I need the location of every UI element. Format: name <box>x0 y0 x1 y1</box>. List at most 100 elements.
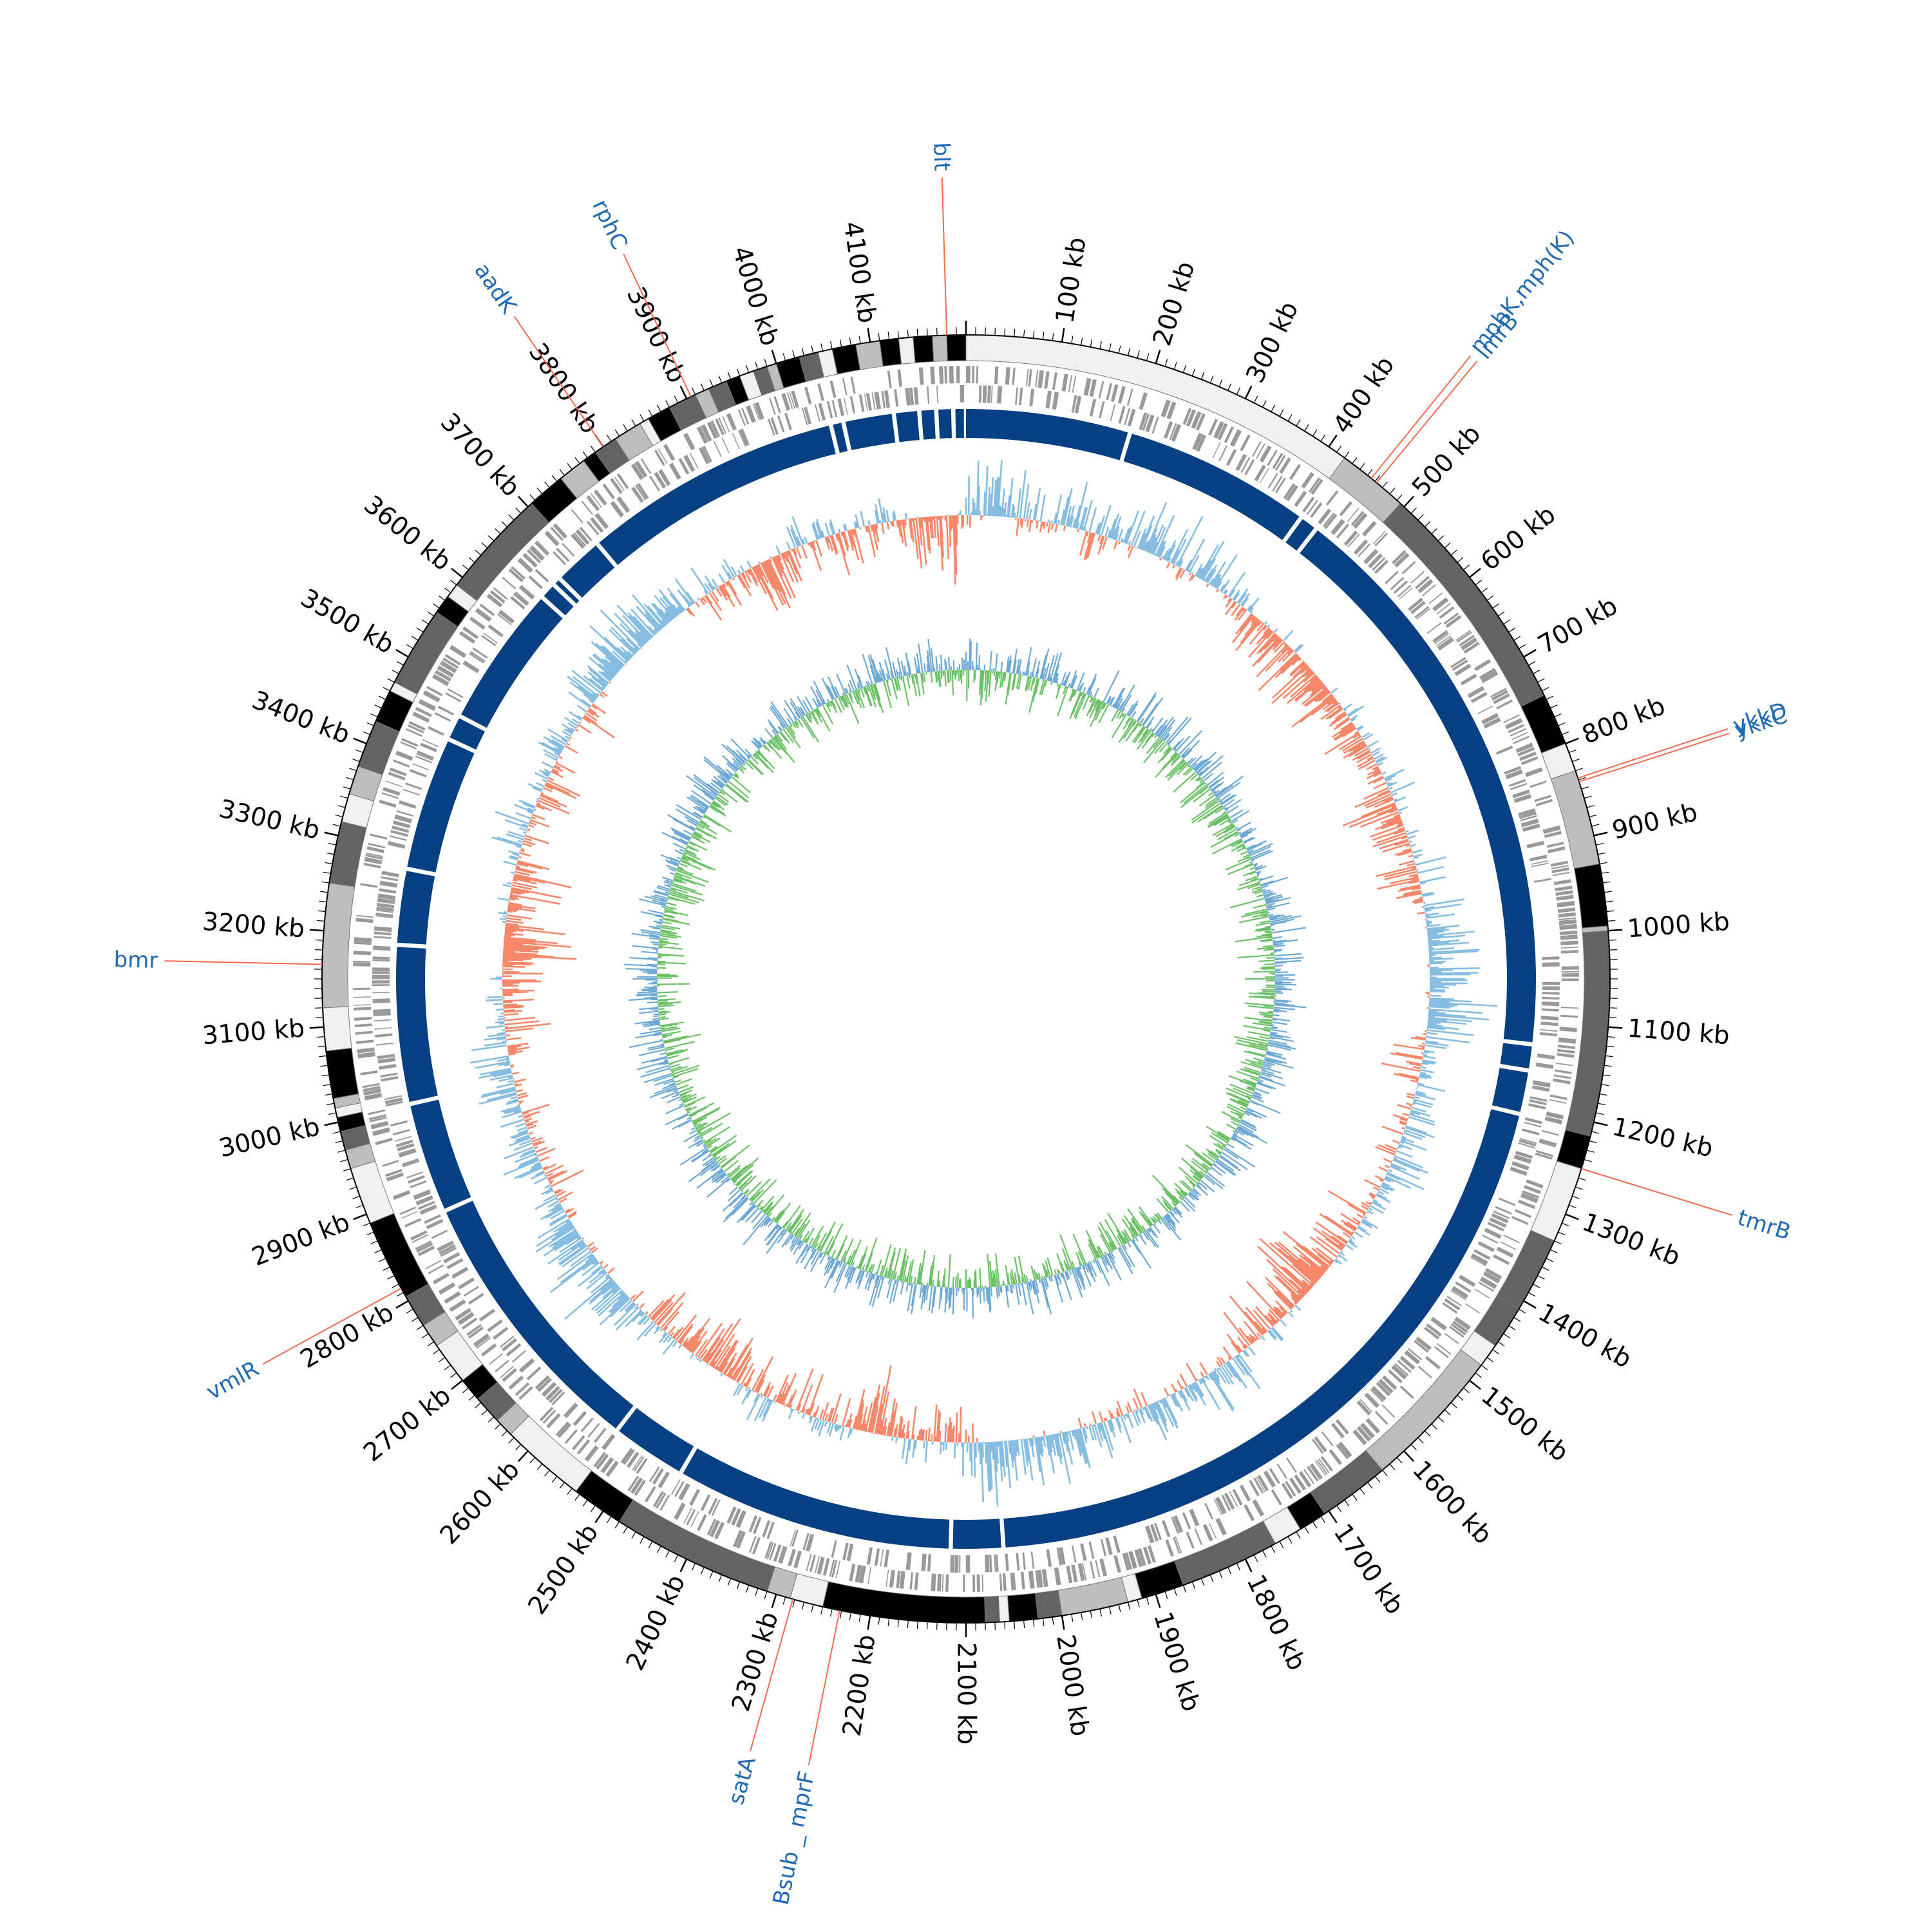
gene-feature <box>1099 1558 1108 1577</box>
gene-feature <box>994 1554 997 1572</box>
minor-tick <box>1146 1596 1150 1605</box>
minor-tick <box>343 786 351 790</box>
minor-tick <box>411 1317 419 1322</box>
minor-tick <box>1396 494 1403 501</box>
gene-feature <box>424 1214 441 1224</box>
minor-tick <box>332 824 341 827</box>
major-tick <box>679 1558 688 1573</box>
resistance-gene-label: aadK <box>469 258 522 319</box>
gene-feature <box>605 1461 619 1477</box>
gene-feature <box>1455 1281 1472 1293</box>
gene-feature <box>438 1282 456 1295</box>
gene-feature <box>1482 1235 1499 1244</box>
tick-label: 900 kb <box>1609 798 1700 846</box>
gene-feature <box>632 486 644 503</box>
gene-feature <box>698 447 710 464</box>
minor-tick <box>1352 457 1358 464</box>
gene-feature <box>557 1423 572 1438</box>
gene-feature <box>1522 1190 1539 1199</box>
gene-feature <box>1016 1553 1020 1571</box>
gene-feature <box>1321 1431 1334 1446</box>
gene-feature <box>1306 500 1318 515</box>
gene-feature <box>392 826 410 833</box>
segment-block <box>1550 770 1600 869</box>
minor-tick <box>1607 920 1615 922</box>
gene-feature <box>842 1542 849 1560</box>
minor-tick <box>1287 414 1293 422</box>
gene-feature <box>1059 1547 1066 1565</box>
gene-feature <box>1454 1316 1472 1331</box>
gene-feature <box>493 587 508 600</box>
minor-tick <box>1503 1333 1510 1339</box>
gene-feature <box>437 1240 454 1251</box>
gene-feature <box>550 526 564 542</box>
resistance-gene-label: bmr <box>113 947 158 974</box>
gene-feature <box>1124 408 1131 425</box>
minor-tick <box>1336 446 1342 453</box>
gene-feature <box>949 366 954 384</box>
gene-feature <box>1482 1271 1501 1283</box>
minor-tick <box>1589 1141 1597 1144</box>
gene-feature <box>636 1458 648 1474</box>
gene-feature <box>804 386 812 404</box>
gene-feature <box>766 1542 774 1560</box>
gene-feature <box>880 1549 884 1567</box>
major-tick <box>867 1615 871 1630</box>
gc-skew-track <box>623 638 1307 1318</box>
minor-tick <box>606 435 612 442</box>
minor-tick <box>1475 580 1482 585</box>
gene-feature <box>555 1421 569 1436</box>
gene-feature <box>1530 855 1548 862</box>
contig-block <box>555 580 580 604</box>
gene-feature-track <box>353 365 1579 1592</box>
gene-feature <box>373 945 391 951</box>
gene-feature <box>451 1266 469 1279</box>
gene-feature <box>1392 550 1406 565</box>
gene-feature <box>591 493 602 508</box>
minor-tick <box>1546 1258 1554 1262</box>
gene-feature <box>1558 1037 1577 1044</box>
minor-tick <box>839 1611 842 1619</box>
tick-label: 800 kb <box>1578 692 1669 750</box>
gene-feature <box>511 566 526 580</box>
gene-feature <box>831 1560 837 1578</box>
gene-feature <box>383 787 401 796</box>
minor-tick <box>438 1357 446 1363</box>
minor-tick <box>1486 1357 1494 1363</box>
gene-feature <box>392 759 410 768</box>
gene-feature <box>1542 956 1560 960</box>
gene-feature <box>627 1475 639 1492</box>
gene-feature <box>376 903 395 909</box>
gene-feature <box>593 1428 606 1443</box>
minor-tick <box>1279 1541 1284 1549</box>
gene-feature <box>1477 1241 1495 1253</box>
gene-feature <box>1208 419 1218 436</box>
gene-feature <box>658 469 671 486</box>
gene-feature <box>1324 513 1338 529</box>
minor-tick <box>994 327 996 336</box>
gene-feature <box>1539 1138 1557 1148</box>
gene-feature <box>1363 549 1379 565</box>
gene-feature <box>1056 1548 1062 1566</box>
minor-tick <box>665 1550 670 1558</box>
gene-feature <box>1557 900 1575 908</box>
tick-label: 2500 kb <box>523 1519 605 1620</box>
gene-feature <box>1414 605 1430 619</box>
minor-tick <box>727 1578 732 1586</box>
gene-feature <box>428 1264 444 1274</box>
gene-feature <box>706 421 718 439</box>
major-tick <box>1469 1379 1481 1390</box>
segment-block <box>1530 1160 1582 1242</box>
gene-feature <box>1474 659 1492 672</box>
gene-feature <box>942 1574 944 1592</box>
minor-tick <box>346 777 354 781</box>
gene-feature <box>829 380 837 399</box>
gene-feature <box>355 1039 374 1045</box>
gene-feature <box>518 1386 533 1400</box>
gene-feature <box>1358 543 1371 557</box>
gene-feature <box>384 1095 402 1101</box>
minor-tick <box>782 353 786 361</box>
gene-feature <box>1512 789 1530 799</box>
minor-tick <box>1209 375 1214 383</box>
minor-tick <box>1554 713 1562 717</box>
